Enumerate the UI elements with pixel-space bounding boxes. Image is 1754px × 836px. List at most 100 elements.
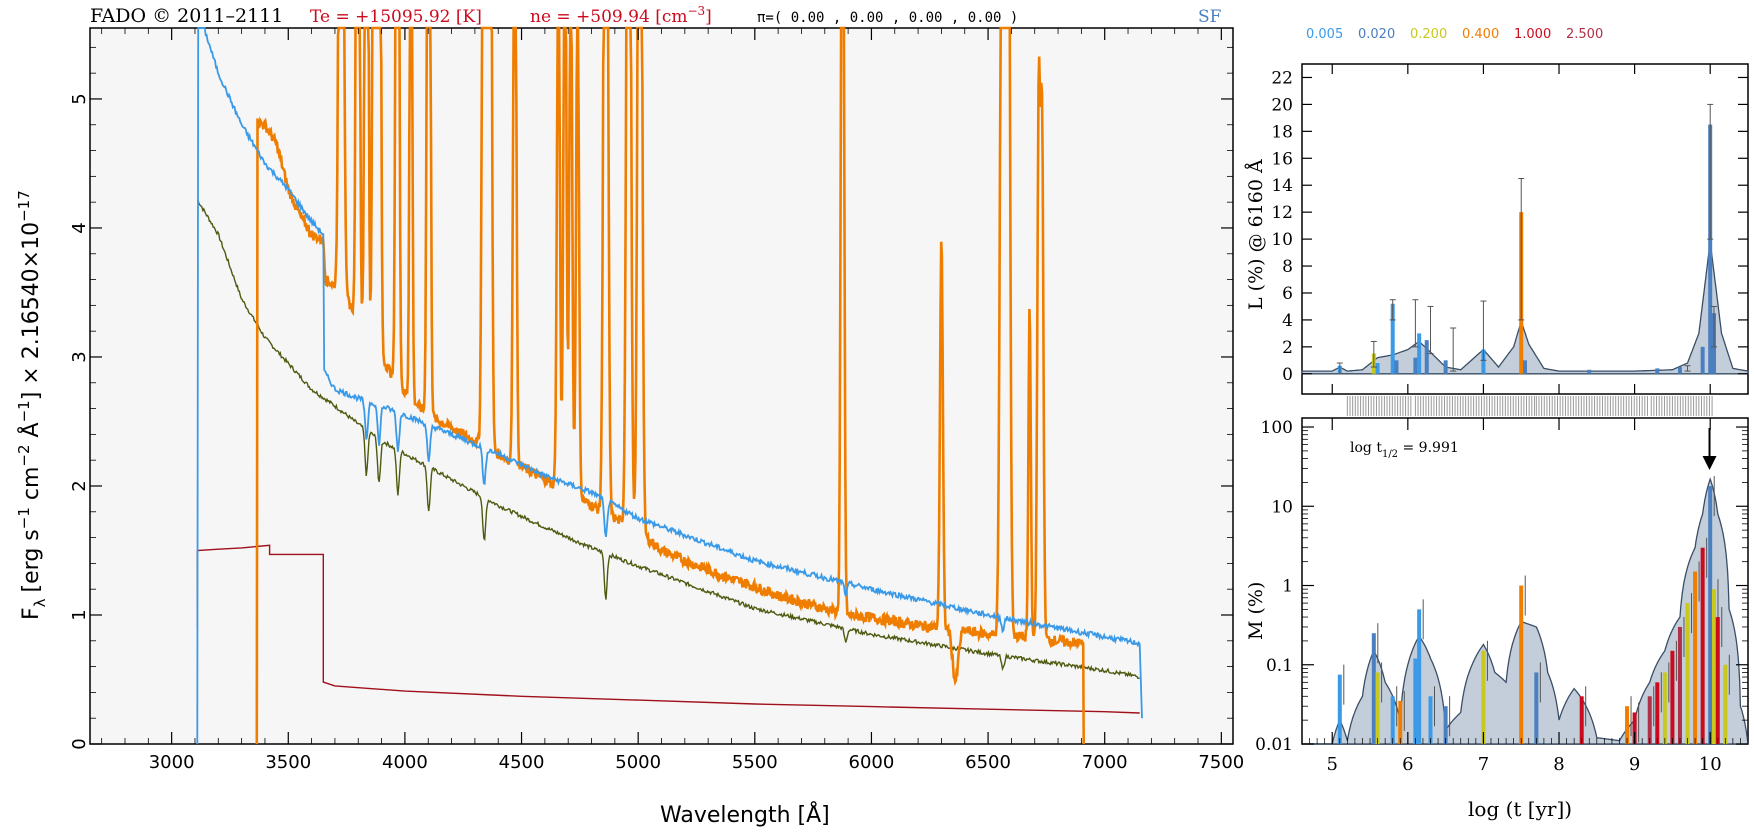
mass-y-tick-label: 100 xyxy=(1261,418,1293,438)
mass-bar xyxy=(1693,571,1698,744)
mass-bar xyxy=(1371,633,1376,744)
y-tick-label: 3 xyxy=(69,351,90,362)
mass-bar xyxy=(1337,674,1342,744)
light-series xyxy=(1301,103,1749,375)
x-tick-label: 4500 xyxy=(499,752,545,773)
light-fraction-panel: 0 2 4 6 8 10 12 14 16 18 20 22 L (%) @ 6160 Å xyxy=(1245,63,1749,395)
mass-x-tick-label: 7 xyxy=(1478,754,1489,775)
mass-bar xyxy=(1708,486,1713,744)
mass-bar xyxy=(1534,672,1539,744)
y-tick-label: 1 xyxy=(69,609,90,620)
mass-x-tick-label: 5 xyxy=(1327,754,1338,775)
fado-title: FADO © 2011–2111 xyxy=(90,5,283,27)
x-tick-label: 5500 xyxy=(732,752,778,773)
legend-item-2: 0.200 xyxy=(1410,27,1447,42)
mass-x-tick-label: 6 xyxy=(1402,754,1413,775)
mass-y-tick-label: 1 xyxy=(1282,577,1293,597)
mass-bar xyxy=(1662,672,1667,744)
mass-bar xyxy=(1677,626,1682,744)
mass-y-label: M (%) xyxy=(1245,582,1267,640)
light-bar xyxy=(1375,363,1380,374)
series-stellar xyxy=(196,199,1140,680)
age-grid-strip xyxy=(1346,396,1713,416)
sf-label: SF xyxy=(1198,7,1222,27)
mass-bar xyxy=(1443,706,1448,744)
light-y-tick-label: 20 xyxy=(1271,95,1293,115)
light-bar xyxy=(1394,360,1399,374)
light-y-tick-label: 2 xyxy=(1282,338,1293,358)
mass-y-tick-label: 0.1 xyxy=(1266,656,1293,676)
pi-label: π=( 0.00 , 0.00 , 0.00 , 0.00 ) xyxy=(757,10,1018,26)
light-bar xyxy=(1708,124,1713,374)
mass-bar xyxy=(1723,664,1728,744)
spectrum-axes: 3000 3500 4000 4500 5000 5500 6000 6500 7000 7500… xyxy=(69,28,1244,773)
x-tick-label: 3500 xyxy=(265,752,311,773)
mass-bar xyxy=(1481,650,1486,744)
light-y-tick-label: 18 xyxy=(1271,122,1293,142)
mass-bar xyxy=(1390,696,1395,744)
legend-item-3: 0.400 xyxy=(1462,27,1499,42)
light-bar xyxy=(1390,303,1395,374)
mass-axes: 0.01 0.1 1 10 100 5 6 7 8 9 10 xyxy=(1255,418,1749,775)
light-bar xyxy=(1413,357,1418,374)
x-tick-label: 7000 xyxy=(1082,752,1128,773)
light-bar xyxy=(1655,368,1660,374)
light-bar xyxy=(1481,349,1486,374)
light-y-tick-label: 6 xyxy=(1282,284,1293,304)
x-axis-label: Wavelength [Å] xyxy=(660,801,830,828)
spectrum-series xyxy=(196,26,1143,745)
x-tick-label: 6000 xyxy=(849,752,895,773)
mass-bar xyxy=(1413,658,1418,744)
x-tick-label: 6500 xyxy=(965,752,1011,773)
mass-bar xyxy=(1715,617,1720,744)
light-y-tick-label: 16 xyxy=(1271,149,1293,169)
age-x-label: log (t [yr]) xyxy=(1468,797,1572,821)
light-bar xyxy=(1587,369,1592,374)
light-bar xyxy=(1523,360,1527,374)
mass-series xyxy=(1302,428,1749,745)
series-observed xyxy=(255,26,1085,745)
series-nebular xyxy=(196,544,1140,714)
mass-bar xyxy=(1632,712,1637,744)
mass-bar xyxy=(1647,696,1652,744)
mass-y-tick-label: 10 xyxy=(1271,497,1293,517)
light-y-tick-label: 8 xyxy=(1282,257,1293,277)
y-tick-label: 5 xyxy=(69,93,90,104)
light-y-tick-label: 12 xyxy=(1271,203,1293,223)
mass-fraction-panel: 0.01 0.1 1 10 100 5 6 7 8 9 10 log t1/2 = 9.991 M … xyxy=(1245,417,1749,821)
half-mass-age-annotation: log t1/2 = 9.991 xyxy=(1350,440,1459,460)
mass-bar xyxy=(1685,603,1690,744)
legend-item-0: 0.005 xyxy=(1306,27,1343,42)
mass-x-tick-label: 10 xyxy=(1699,754,1722,775)
mass-bar xyxy=(1655,682,1660,744)
x-tick-label: 4000 xyxy=(382,752,428,773)
y-tick-label: 2 xyxy=(69,480,90,491)
light-y-label: L (%) @ 6160 Å xyxy=(1245,159,1267,310)
light-bar xyxy=(1700,346,1705,374)
mass-y-tick-label: 0.01 xyxy=(1255,735,1293,755)
light-bar xyxy=(1677,367,1682,374)
legend-item-1: 0.020 xyxy=(1358,27,1395,42)
spectrum-panel: 3000 3500 4000 4500 5000 5500 6000 6500 7000 7500… xyxy=(15,26,1244,828)
mass-bar xyxy=(1398,700,1403,744)
light-y-tick-label: 22 xyxy=(1271,68,1293,88)
temperature-label: Te = +15095.92 [K] xyxy=(310,7,482,27)
legend-item-5: 2.500 xyxy=(1566,27,1603,42)
mass-x-tick-label: 8 xyxy=(1553,754,1564,775)
y-tick-label: 0 xyxy=(69,738,90,749)
light-y-tick-label: 0 xyxy=(1282,365,1293,385)
x-tick-label: 5000 xyxy=(615,752,661,773)
light-axes: 0 2 4 6 8 10 12 14 16 18 20 22 xyxy=(1271,64,1748,394)
x-tick-label: 7500 xyxy=(1198,752,1244,773)
mass-bar xyxy=(1375,672,1380,744)
legend-item-4: 1.000 xyxy=(1514,27,1551,42)
mass-bar xyxy=(1428,696,1433,744)
y-tick-label: 4 xyxy=(69,222,90,233)
mass-bar xyxy=(1711,589,1716,744)
density-label: ne = +509.94 [cm−3] xyxy=(530,4,712,27)
x-tick-label: 3000 xyxy=(149,752,195,773)
y-axis-label: Fλ[erg s−1 cm−2 Å−1] × 2.16540×10−17 xyxy=(15,190,49,620)
half-mass-arrowhead xyxy=(1702,456,1717,470)
